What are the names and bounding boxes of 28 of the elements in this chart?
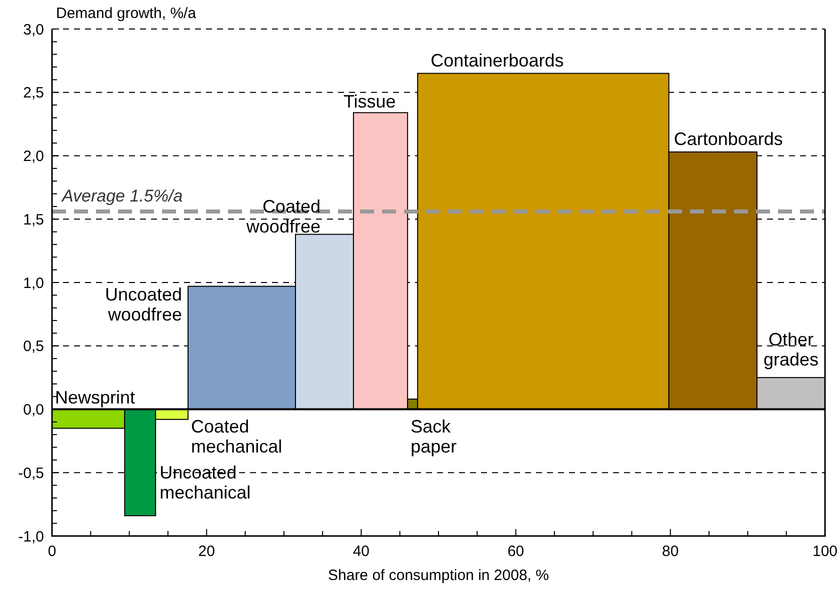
annotation: Uncoated woodfree [104,284,182,324]
annotation: Coated woodfree [245,196,320,236]
annotation: Other grades [763,330,819,370]
x-tick-label: 20 [198,543,215,560]
y-tick-label: 1,0 [23,274,44,292]
y-tick-label: 0,0 [23,402,44,418]
y-axis-title: Demand growth, %/a [56,5,197,22]
annotation: Coated mechanical [191,416,282,456]
y-tick-label: -1,0 [18,528,44,546]
annotation: Sack paper [410,416,457,456]
x-tick-label: 40 [352,543,370,560]
x-tick-label: 60 [507,543,524,560]
x-tick-label: 0 [48,543,56,560]
x-axis-title: Share of consumption in 2008, % [328,567,549,584]
annotation: Newsprint [55,387,136,408]
annotation: Cartonboards [674,128,783,149]
annotation: Tissue [343,92,396,112]
y-tick-label: 0,5 [23,338,44,356]
y-tick-label: 3,0 [23,21,44,38]
y-tick-label: 1,5 [23,211,44,228]
annotation: Containerboards [430,50,564,70]
y-tick-label: 2,5 [23,84,44,102]
annotation: Uncoated mechanical [160,462,251,502]
x-tick-label: 100 [812,543,838,560]
ref-line-label: Average 1.5%/a [61,186,183,206]
x-tick-label: 80 [662,543,679,560]
y-tick-label: 2,0 [23,148,44,165]
y-tick-label: -0,5 [18,464,44,482]
